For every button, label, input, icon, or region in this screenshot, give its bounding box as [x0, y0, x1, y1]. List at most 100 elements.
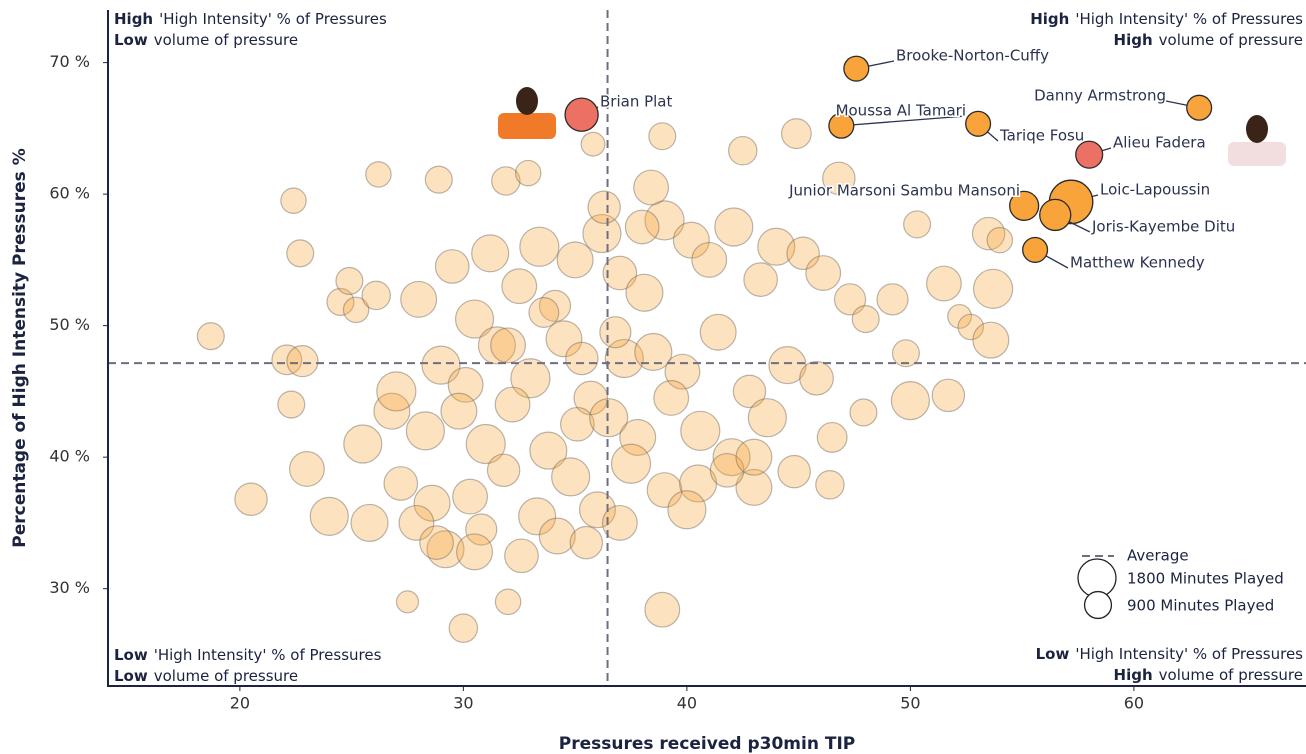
quadrant-note: Low volume of pressure	[114, 667, 298, 685]
bubble	[815, 470, 845, 500]
bubble	[747, 398, 787, 438]
bubble	[405, 411, 445, 451]
quadrant-note: Low 'High Intensity' % of Pressures	[1036, 645, 1304, 663]
bubble	[398, 504, 435, 541]
bubble	[680, 410, 721, 451]
bubble	[286, 345, 319, 378]
bubble	[578, 491, 616, 529]
bubble	[780, 118, 812, 150]
bubble	[931, 378, 966, 413]
bubble	[786, 236, 820, 271]
player-bubble	[1075, 140, 1104, 169]
bubble	[288, 451, 325, 487]
legend-label: 900 Minutes Played	[1127, 597, 1274, 615]
bubble	[602, 255, 638, 291]
x-tick-label: 20	[230, 694, 250, 713]
bubble	[448, 613, 479, 643]
bubble	[400, 280, 438, 318]
quadrant-note-text: volume of pressure	[1159, 31, 1303, 49]
quadrant-note: High 'High Intensity' % of Pressures	[114, 10, 387, 28]
bubble	[851, 305, 880, 334]
bubble	[471, 234, 510, 273]
bubble	[234, 482, 268, 516]
bubble	[518, 497, 557, 536]
quadrant-note-bold: Low	[114, 646, 148, 664]
bubble	[601, 504, 638, 541]
quadrant-note: Low 'High Intensity' % of Pressures	[114, 646, 382, 664]
bubble	[833, 283, 867, 316]
player-photo	[1228, 115, 1286, 166]
bubble	[491, 166, 521, 196]
quadrant-note-bold: High	[1114, 666, 1153, 684]
bubble	[799, 360, 834, 396]
bubble	[712, 438, 751, 477]
player-label: Tariqe Fosu	[999, 127, 1084, 145]
bubble	[805, 255, 842, 291]
player-label: Matthew Kennedy	[1070, 254, 1205, 272]
player-bubble	[828, 112, 855, 139]
bubble	[490, 327, 527, 364]
bubble	[644, 591, 681, 628]
bubble	[465, 513, 498, 546]
bubble	[947, 303, 973, 329]
quadrant-note-text: volume of pressure	[154, 667, 298, 685]
quadrant-note-bold: Low	[114, 31, 148, 49]
bubble	[545, 320, 583, 358]
bubble	[560, 406, 595, 442]
player-label: Junior Marsoni Sambu Mansoni	[788, 182, 1020, 200]
y-axis-title: Percentage of High Intensity Pressures %	[10, 148, 30, 548]
bubble	[538, 517, 576, 555]
x-tick-label: 30	[453, 694, 473, 713]
bubble	[580, 131, 606, 157]
quadrant-note-bold: High	[114, 10, 153, 28]
bubble	[286, 239, 315, 268]
quadrant-note: High 'High Intensity' % of Pressures	[1030, 10, 1303, 28]
bubble	[678, 464, 718, 503]
bubble	[556, 241, 594, 279]
player-bubble	[1022, 236, 1049, 263]
bubble	[424, 165, 453, 194]
bubble	[196, 322, 225, 351]
bubble	[452, 478, 489, 515]
bubble	[477, 326, 516, 365]
bubble	[538, 289, 572, 323]
bubble	[732, 374, 767, 409]
bubble	[486, 453, 521, 488]
bubble	[589, 398, 629, 438]
bubble	[309, 496, 349, 536]
bubble	[971, 216, 1006, 251]
player-photo	[498, 87, 556, 139]
bubble	[709, 452, 745, 488]
bubble	[494, 588, 522, 616]
legend-label: 1800 Minutes Played	[1127, 570, 1284, 588]
bubble	[903, 210, 932, 239]
bubble	[501, 268, 538, 305]
bubble	[376, 371, 417, 412]
bubble	[277, 390, 306, 419]
y-tick-label: 70 %	[49, 52, 90, 71]
bubble	[735, 468, 773, 506]
bubble	[768, 346, 807, 385]
bubble	[972, 321, 1010, 359]
bubble	[569, 525, 604, 560]
bubble	[326, 287, 355, 317]
quadrant-note-text: 'High Intensity' % of Pressures	[1075, 645, 1303, 663]
quadrant-note-bold: Low	[114, 667, 148, 685]
bubble	[440, 392, 478, 430]
bubble	[456, 533, 494, 571]
player-bubble	[965, 110, 992, 137]
bubble	[350, 503, 389, 542]
bubble	[519, 226, 560, 267]
quadrant-note-text: volume of pressure	[154, 31, 298, 49]
bubble	[735, 438, 773, 476]
x-tick-label: 50	[900, 694, 920, 713]
bubble	[494, 386, 531, 423]
bubble	[644, 200, 685, 241]
y-tick-label: 50 %	[49, 315, 90, 334]
bubble	[625, 273, 664, 312]
player-label: Joris-Kayembe Ditu	[1091, 218, 1235, 236]
player-bubble	[564, 97, 599, 132]
bubble	[727, 135, 758, 166]
bubble	[672, 221, 710, 259]
